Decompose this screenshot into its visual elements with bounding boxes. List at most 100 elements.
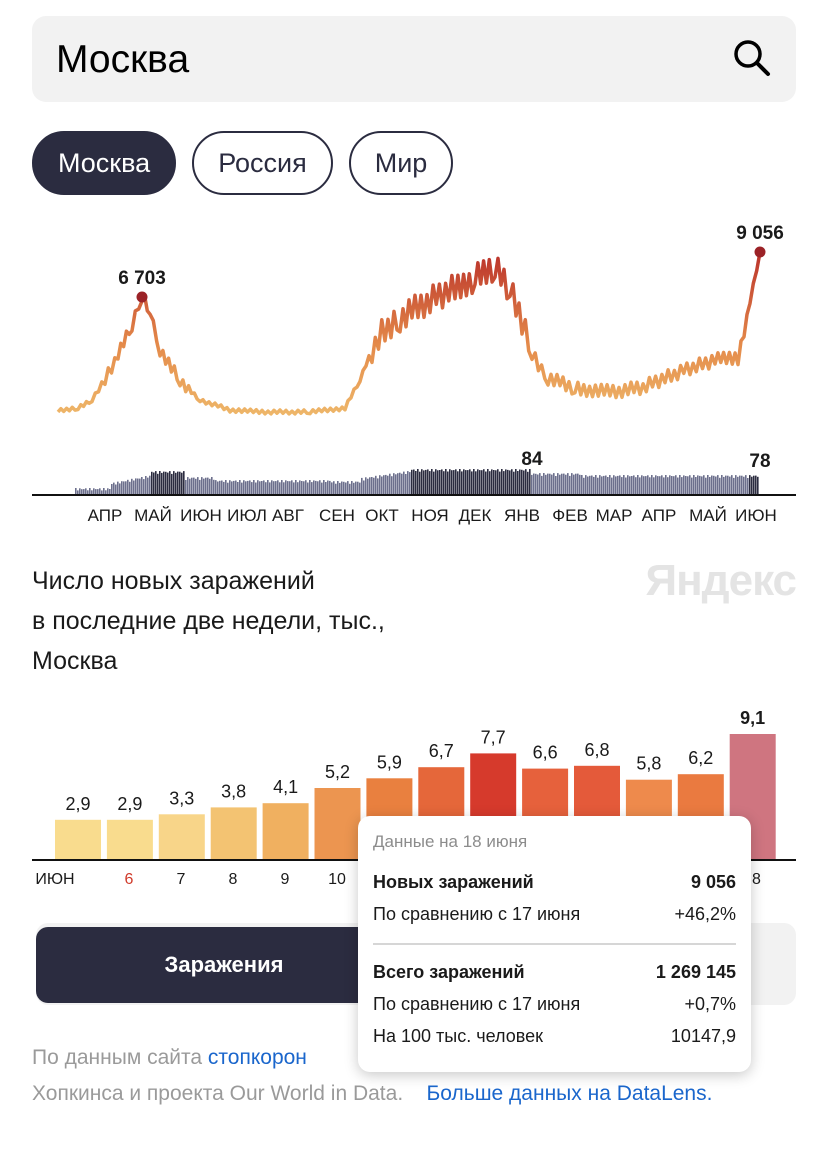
deaths-bar (359, 482, 361, 494)
deaths-bar (115, 484, 117, 494)
deaths-bar (151, 471, 153, 494)
deaths-bar (445, 469, 447, 494)
deaths-bar (153, 472, 155, 494)
deaths-bar (161, 472, 163, 494)
month-label: АВГ (272, 506, 304, 525)
deaths-bar (711, 475, 713, 494)
deaths-bar (259, 481, 261, 494)
deaths-label-1: 84 (521, 449, 543, 470)
deaths-bar (579, 474, 581, 494)
deaths-bar (83, 489, 85, 494)
deaths-bar (435, 469, 437, 494)
deaths-bar (265, 482, 267, 494)
bar-value-label: 6,8 (584, 740, 609, 760)
tab-world[interactable]: Мир (348, 131, 454, 195)
bar-value-label: 6,2 (688, 748, 713, 768)
deaths-bar (507, 469, 509, 494)
tab-russia[interactable]: Россия (192, 131, 333, 195)
deaths-bar (593, 476, 595, 494)
deaths-bar (455, 469, 457, 494)
deaths-bar (123, 481, 125, 494)
deaths-bar (695, 477, 697, 494)
deaths-bar (205, 477, 207, 494)
deaths-bar (623, 475, 625, 494)
deaths-bar (305, 480, 307, 494)
deaths-bar (99, 488, 101, 494)
month-label: ДЕК (459, 506, 492, 525)
search-icon[interactable] (732, 38, 772, 78)
tooltip-row-total: Всего заражений 1 269 145 (373, 962, 736, 983)
month-label: ЯНВ (504, 506, 540, 525)
deaths-bar (567, 473, 569, 494)
deaths-bar (303, 481, 305, 494)
metric-infections-button[interactable]: Заражения (36, 927, 412, 1003)
deaths-bar (713, 475, 715, 494)
deaths-bar (185, 480, 187, 494)
search-input[interactable]: Москва (56, 38, 190, 81)
bar-value-label: 6,6 (533, 743, 558, 763)
deaths-bar (249, 480, 251, 494)
deaths-bar (477, 469, 479, 494)
deaths-bar (463, 469, 465, 494)
deaths-bar (129, 481, 131, 494)
deaths-bar (659, 476, 661, 494)
deaths-bar (629, 476, 631, 494)
deaths-bar (353, 482, 355, 494)
tab-moscow[interactable]: Москва (32, 131, 177, 195)
deaths-bar (201, 477, 203, 494)
deaths-bar (235, 480, 237, 494)
deaths-bar (207, 477, 209, 494)
deaths-bar (289, 481, 291, 494)
datalens-link[interactable]: Больше данных на DataLens. (426, 1082, 713, 1105)
deaths-bar (719, 477, 721, 494)
deaths-bar (285, 480, 287, 494)
deaths-bar (335, 483, 337, 494)
deaths-bar (391, 476, 393, 494)
deaths-bar (193, 477, 195, 494)
bar-x-label: 10 (328, 871, 346, 888)
bar-value-label: 3,3 (169, 788, 194, 808)
deaths-bar (395, 474, 397, 494)
source-link-stopcoronavirus[interactable]: стопкорон (207, 1046, 307, 1069)
bar-day-6[interactable] (106, 819, 153, 860)
deaths-bar (191, 477, 193, 494)
deaths-bar (625, 477, 627, 494)
deaths-bar (237, 482, 239, 494)
bar-day-8[interactable] (210, 807, 257, 860)
deaths-bar (697, 475, 699, 494)
deaths-bar (643, 476, 645, 494)
search-bar[interactable]: Москва (32, 16, 796, 102)
deaths-bar (241, 482, 243, 494)
bar-values: 2,9 2,9 3,3 3,8 4,1 5,2 5,9 6,7 7,7 6,6 6,8 5,8 6,2 9… (65, 708, 765, 814)
deaths-bar (573, 474, 575, 494)
bar-day-9[interactable] (262, 803, 309, 860)
deaths-bar (297, 482, 299, 494)
deaths-bar (545, 474, 547, 494)
bar-day-5[interactable] (55, 819, 101, 860)
deaths-bar (213, 479, 215, 494)
deaths-bar (133, 480, 135, 494)
deaths-bar (749, 475, 751, 494)
bar-value-label: 5,9 (377, 752, 402, 772)
month-label: МАЙ (134, 506, 172, 525)
deaths-bar (499, 471, 501, 494)
deaths-bar (497, 469, 499, 494)
bar-day-10[interactable] (314, 788, 361, 860)
deaths-bar (77, 490, 79, 494)
deaths-bar (687, 476, 689, 494)
tooltip-label: Всего заражений (373, 962, 525, 982)
deaths-bar (639, 477, 641, 494)
deaths-bar (245, 481, 247, 494)
deaths-bar (107, 488, 109, 494)
deaths-bar (641, 475, 643, 494)
deaths-bar (433, 471, 435, 494)
deaths-bar (117, 481, 119, 494)
deaths-bar (373, 477, 375, 494)
bar-day-7[interactable] (158, 814, 205, 860)
deaths-bar (281, 480, 283, 494)
deaths-bar (329, 480, 331, 494)
deaths-bar (149, 475, 151, 494)
cases-line-chart[interactable]: 6 703 9 056 84 78 АПР МАЙ ИЮН ИЮЛ АВГ СЕ… (0, 210, 828, 530)
deaths-label-2: 78 (749, 451, 770, 472)
deaths-bar (405, 474, 407, 494)
